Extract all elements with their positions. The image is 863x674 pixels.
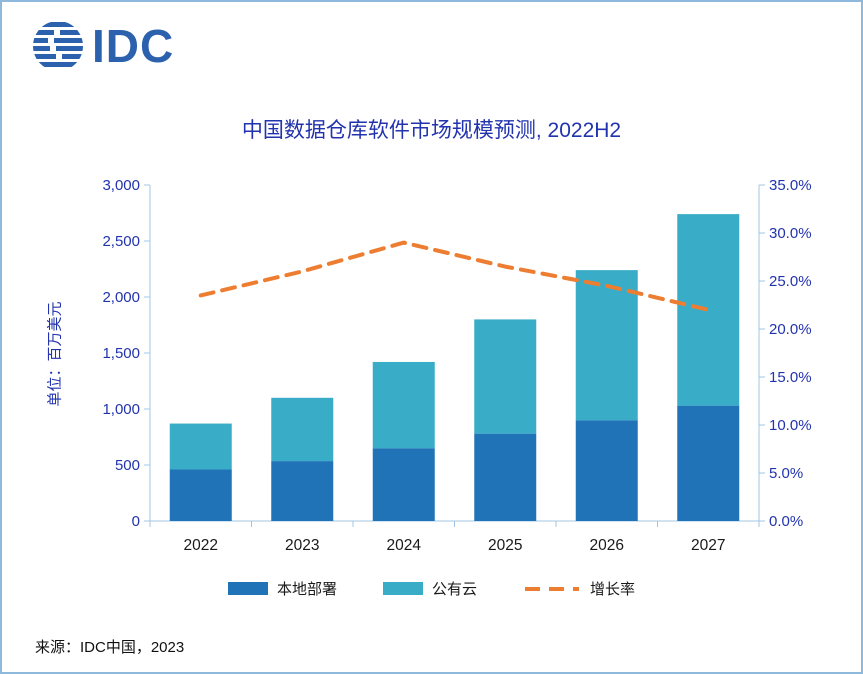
left-axis-tick-label: 3,000 <box>102 177 140 194</box>
right-axis-tick-label: 20.0% <box>769 321 812 338</box>
legend-item-cloud: 公有云 <box>382 578 477 599</box>
growth-rate-line <box>198 240 711 312</box>
category-label-2027: 2027 <box>691 537 725 554</box>
left-axis-tick-label: 2,500 <box>102 233 140 250</box>
legend-label-onprem: 本地部署 <box>276 581 337 598</box>
bar-本地部署-2027 <box>677 405 740 521</box>
right-axis-tick-label: 30.0% <box>769 225 812 242</box>
bar-公有云-2025 <box>474 319 537 434</box>
source-note: 来源：IDC中国，2023 <box>35 639 185 656</box>
left-axis-tick-label: 500 <box>115 457 140 474</box>
left-axis-tick-label: 1,500 <box>102 345 140 362</box>
legend-label-growth: 增长率 <box>590 581 636 598</box>
left-axis-tick-label: 0 <box>132 513 140 530</box>
category-label-2024: 2024 <box>387 537 422 554</box>
bar-公有云-2022 <box>169 423 232 470</box>
right-axis-tick-label: 0.0% <box>769 513 803 530</box>
category-label-2025: 2025 <box>488 537 522 554</box>
legend-swatch-growth-icon <box>525 586 579 591</box>
legend-swatch-cloud-icon <box>382 582 423 595</box>
bar-本地部署-2023 <box>271 461 334 521</box>
bar-本地部署-2025 <box>474 433 537 521</box>
right-axis-tick-label: 10.0% <box>769 417 812 434</box>
bar-公有云-2027 <box>677 214 740 406</box>
right-axis-tick-label: 15.0% <box>769 369 812 386</box>
idc-logo-text: IDC <box>92 20 175 72</box>
legend-label-cloud: 公有云 <box>431 581 477 598</box>
idc-globe-icon <box>33 22 83 67</box>
legend-item-onprem: 本地部署 <box>227 578 337 599</box>
right-axis-tick-label: 35.0% <box>769 177 812 194</box>
bar-公有云-2026 <box>575 270 638 421</box>
bar-本地部署-2024 <box>372 448 435 521</box>
category-label-2026: 2026 <box>590 537 624 554</box>
idc-logo: IDC <box>30 18 174 74</box>
category-label-2023: 2023 <box>285 537 319 554</box>
left-axis-tick-label: 2,000 <box>102 289 140 306</box>
legend-item-growth: 增长率 <box>523 578 635 599</box>
legend-swatch-onprem-icon <box>227 582 268 595</box>
legend: 本地部署 公有云 增长率 <box>2 578 861 599</box>
left-axis-tick-label: 1,000 <box>102 401 140 418</box>
chart-title: 中国数据仓库软件市场规模预测, 2022H2 <box>241 119 622 142</box>
bar-公有云-2024 <box>372 361 435 449</box>
bar-本地部署-2026 <box>575 420 638 521</box>
category-label-2022: 2022 <box>184 537 218 554</box>
right-axis-tick-label: 25.0% <box>769 273 812 290</box>
bar-公有云-2023 <box>271 397 334 462</box>
bar-本地部署-2022 <box>169 469 232 521</box>
right-axis-tick-label: 5.0% <box>769 465 803 482</box>
